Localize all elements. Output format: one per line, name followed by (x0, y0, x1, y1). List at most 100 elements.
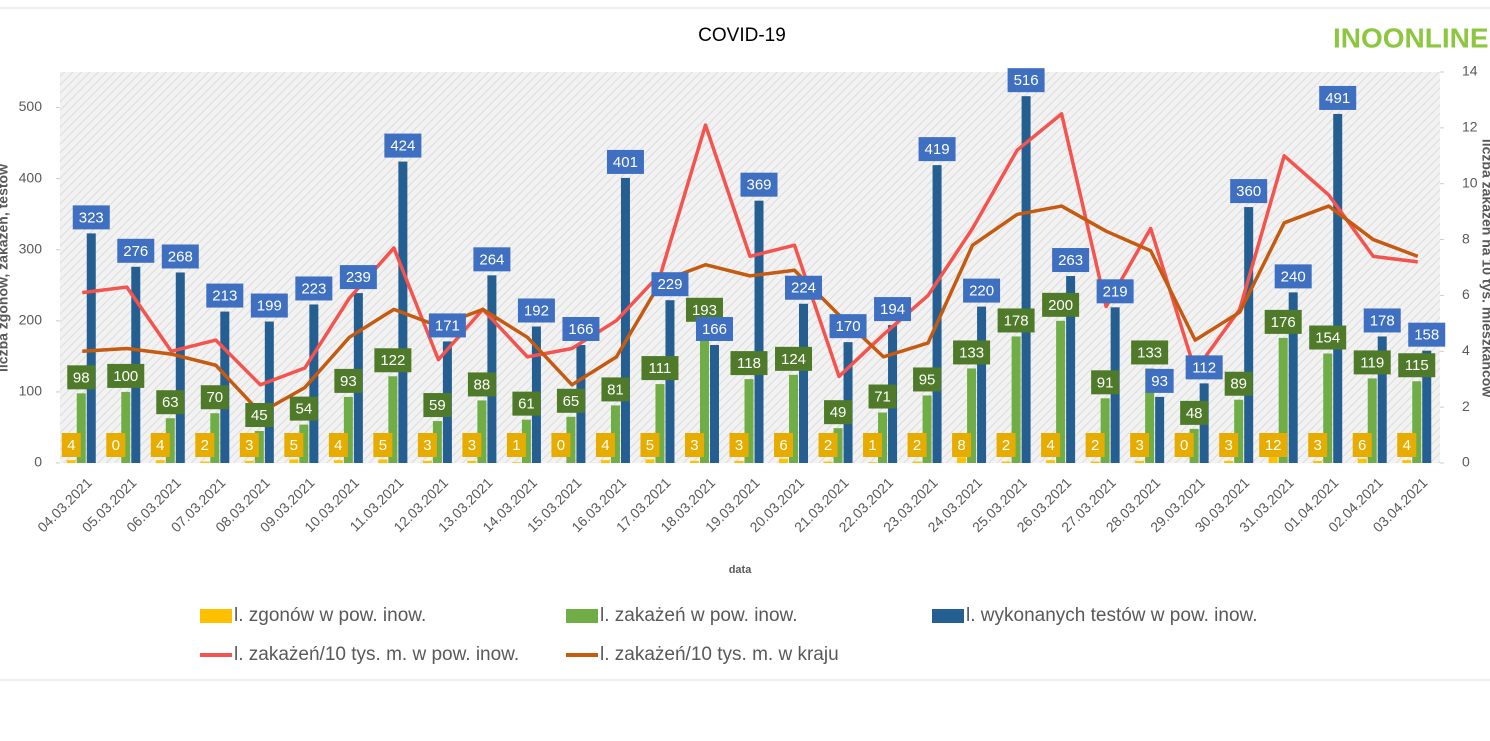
data-label: 424 (384, 133, 422, 158)
data-label-box (606, 149, 644, 174)
data-label: 239 (339, 265, 377, 290)
data-label: 93 (334, 368, 363, 393)
data-label-text: 2 (1091, 437, 1099, 454)
data-label: 8 (952, 433, 972, 457)
data-label-box (1397, 433, 1417, 457)
data-label-box (61, 433, 81, 457)
data-label-text: 122 (380, 352, 405, 369)
bar (566, 416, 576, 463)
bar (1189, 428, 1199, 463)
bar (1333, 113, 1343, 463)
bar (378, 459, 388, 463)
data-label-text: 93 (1151, 373, 1168, 390)
data-label: 88 (467, 372, 496, 397)
data-label-box (195, 433, 215, 457)
data-label-text: 219 (1103, 283, 1128, 300)
data-label-text: 45 (251, 407, 268, 424)
bar (66, 460, 76, 463)
data-label-text: 3 (1135, 437, 1143, 454)
data-label: 3 (417, 433, 437, 457)
data-label-text: 3 (690, 437, 698, 454)
y-tick-label: 0 (34, 454, 42, 470)
bar (121, 391, 131, 463)
data-label: 2 (907, 433, 927, 457)
logo: INOONLINE (1333, 22, 1489, 53)
y-tick-label: 400 (19, 169, 43, 185)
bar (655, 384, 665, 463)
data-label: 224 (785, 275, 823, 300)
data-label: 3 (462, 433, 482, 457)
data-label: 194 (874, 297, 912, 322)
bar (1288, 292, 1298, 463)
bar (665, 300, 675, 463)
data-label-text: 61 (518, 396, 535, 413)
data-label: 4 (595, 433, 615, 457)
data-label-text: 5 (379, 437, 387, 454)
data-label-box (963, 278, 1001, 303)
data-label: 119 (1353, 350, 1391, 375)
data-label-box (289, 396, 318, 421)
data-label: 360 (1230, 179, 1268, 204)
data-label-box (774, 433, 794, 457)
data-label: 6 (774, 433, 794, 457)
data-label-text: 133 (959, 344, 984, 361)
bar (477, 400, 487, 463)
bar (1377, 336, 1387, 463)
data-label-box (67, 365, 96, 390)
chart-title: COVID-19 (698, 25, 786, 46)
data-label-text: 223 (301, 280, 326, 297)
data-label-box (1363, 308, 1401, 333)
data-label: 2 (996, 433, 1016, 457)
bar (878, 412, 888, 463)
y-axis-label: liczba zgonów, zakażeń, testów (0, 164, 11, 372)
data-label-box (1180, 400, 1209, 425)
data-label-text: 419 (925, 141, 950, 158)
data-label-box (473, 247, 511, 272)
data-label-box (156, 390, 185, 415)
data-label-text: 63 (162, 394, 179, 411)
bar (264, 321, 274, 463)
data-label-text: 1 (868, 437, 876, 454)
data-label-box (641, 356, 679, 381)
data-label: 3 (239, 433, 259, 457)
bar (1046, 460, 1056, 463)
data-label: 276 (117, 238, 155, 263)
data-label-text: 220 (969, 283, 994, 300)
data-label: 70 (200, 385, 229, 410)
data-label-text: 59 (429, 397, 446, 414)
data-label-box (1259, 433, 1288, 457)
data-label: 223 (295, 276, 333, 301)
data-label-box (1185, 355, 1223, 380)
data-label: 229 (651, 272, 689, 297)
data-label-text: 98 (73, 369, 90, 386)
data-label-box (1219, 433, 1239, 457)
bar (734, 460, 744, 463)
bar (299, 424, 309, 463)
data-label: 0 (1174, 433, 1194, 457)
data-label-text: 54 (295, 401, 312, 418)
data-label-text: 6 (779, 437, 787, 454)
data-label-box (150, 433, 170, 457)
data-label-box (863, 433, 883, 457)
data-label-box (556, 388, 585, 413)
bar (977, 306, 987, 463)
data-label: 4 (1041, 433, 1061, 457)
bar (254, 431, 264, 463)
data-label: 264 (473, 247, 511, 272)
data-label-box (295, 276, 333, 301)
bar (422, 460, 432, 463)
data-label: 45 (245, 403, 274, 428)
data-label-text: 93 (340, 373, 357, 390)
bar (76, 393, 86, 463)
data-label-box (1042, 292, 1080, 317)
data-label-text: 224 (791, 280, 816, 297)
data-label-box (1131, 340, 1169, 365)
data-label: 112 (1185, 355, 1223, 380)
data-label-text: 369 (746, 177, 771, 194)
y-tick-label: 500 (19, 98, 43, 114)
bar (343, 396, 353, 463)
bar (699, 325, 709, 463)
data-label-text: 158 (1414, 327, 1439, 344)
data-label-box (506, 433, 526, 457)
bar (1090, 461, 1100, 463)
